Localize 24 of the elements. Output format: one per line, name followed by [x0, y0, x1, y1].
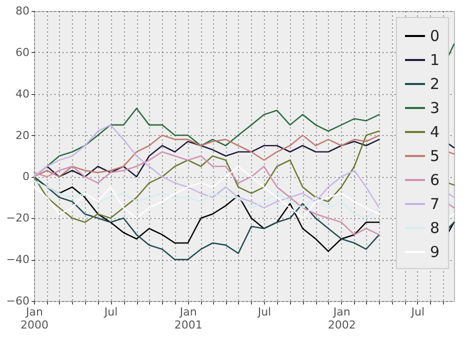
x-tick-label: Jul: [256, 306, 272, 318]
y-tick-label: −20: [6, 212, 30, 225]
legend-label: 5: [430, 147, 440, 165]
legend-label: 1: [430, 51, 440, 69]
x-tick-label: Jan 2000: [20, 306, 48, 332]
y-tick-label: 80: [16, 4, 30, 18]
legend-label: 3: [430, 99, 440, 117]
legend-label: 0: [430, 27, 440, 45]
legend-label: 6: [430, 171, 440, 189]
legend-label: 7: [430, 195, 440, 213]
legend-label: 4: [430, 123, 440, 141]
x-tick-label: Jul: [103, 306, 118, 318]
y-tick-label: 60: [16, 46, 30, 59]
x-tick-label: Jan 2002: [328, 306, 356, 332]
y-tick-label: 40: [16, 87, 30, 100]
legend-label: 8: [430, 219, 440, 237]
legend-label: 9: [430, 243, 440, 261]
y-tick-label: 20: [16, 128, 30, 142]
y-tick-label: 0: [22, 170, 30, 184]
y-tick-label: −40: [6, 253, 30, 266]
y-tick-label: −60: [6, 294, 30, 308]
x-tick-label: Jul: [410, 306, 425, 318]
x-tick-label: Jan 2001: [174, 306, 202, 332]
legend-label: 2: [430, 75, 440, 93]
